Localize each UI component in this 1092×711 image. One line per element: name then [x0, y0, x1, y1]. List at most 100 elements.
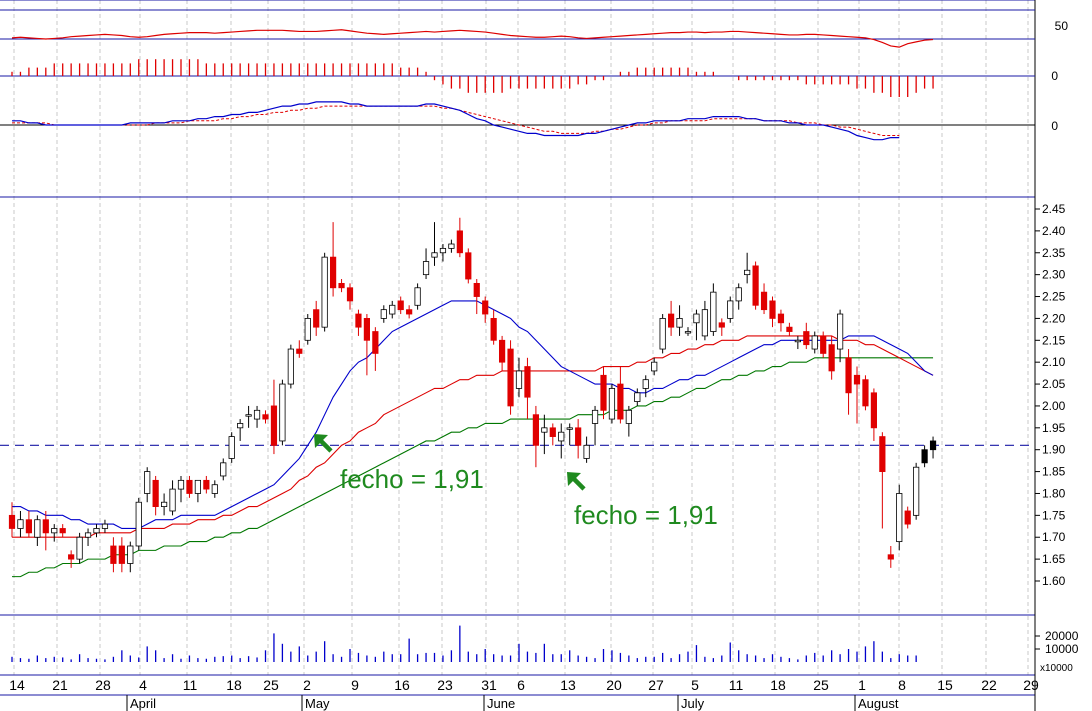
price-tick-label: 1.75: [1042, 508, 1066, 522]
x-day-tick-label: 8: [898, 677, 906, 693]
candle-up: [735, 287, 742, 302]
candle-down: [59, 528, 66, 534]
candle-down: [786, 326, 793, 332]
candle-up: [380, 309, 387, 319]
price-tick-label: 2.25: [1042, 290, 1066, 304]
x-day-tick-label: 2: [303, 677, 311, 693]
x-day-tick-label: 1: [858, 677, 866, 693]
candle-up: [389, 304, 396, 315]
candle-up: [642, 379, 649, 389]
candle-down: [456, 230, 463, 254]
candle-up: [896, 493, 903, 543]
x-day-tick-label: 29: [1023, 677, 1039, 693]
candle-up: [414, 287, 421, 306]
macd-line: [12, 101, 900, 141]
candle-down: [406, 309, 413, 315]
candle-down: [152, 479, 159, 508]
candle-up: [422, 261, 430, 276]
x-day-tick-label: 18: [226, 677, 242, 693]
candle-up: [710, 291, 717, 332]
candle-down: [313, 309, 320, 328]
candle-down: [617, 383, 624, 420]
x-month-label: April: [130, 696, 156, 711]
candle-up: [321, 256, 328, 328]
candle-up: [929, 440, 937, 451]
price-tick-label: 2.20: [1042, 311, 1066, 325]
candle-up: [921, 449, 928, 464]
macd-axis-label: 0: [1051, 119, 1058, 133]
x-day-tick-label: 25: [813, 677, 829, 693]
candle-up: [811, 335, 818, 350]
candle-down: [532, 414, 540, 446]
candle-up: [583, 444, 590, 459]
price-tick-label: 2.40: [1042, 224, 1066, 238]
candle-up: [194, 479, 201, 494]
candle-down: [524, 366, 531, 398]
candle-up: [558, 431, 565, 442]
x-day-tick-label: 20: [606, 677, 622, 693]
candle-up: [913, 466, 920, 516]
candle-down: [346, 287, 354, 302]
x-month-label: May: [305, 696, 330, 711]
candle-down: [870, 392, 878, 429]
candle-up: [220, 462, 227, 477]
volume-unit-label: x10000: [1040, 663, 1073, 674]
x-day-tick-label: 31: [481, 677, 497, 693]
candle-down: [718, 322, 725, 328]
candle-down: [575, 427, 582, 446]
candle-up: [439, 247, 447, 254]
candle-up: [160, 501, 168, 508]
price-tick-label: 2.10: [1042, 355, 1066, 369]
candle-down: [355, 313, 362, 328]
candle-down: [296, 348, 303, 354]
moving-average-short: [12, 300, 934, 530]
candle-up: [794, 339, 801, 343]
x-day-tick-label: 23: [437, 677, 453, 693]
x-day-tick-label: 13: [560, 677, 576, 693]
candle-down: [803, 331, 810, 346]
candle-up: [676, 318, 683, 328]
annotation-arrow-1-head: [314, 434, 328, 448]
x-day-tick-label: 16: [394, 677, 410, 693]
candle-up: [684, 331, 692, 334]
candle-down: [760, 291, 768, 311]
candle-up: [591, 409, 599, 424]
candle-up: [744, 269, 751, 276]
candle-down: [8, 514, 16, 529]
candle-down: [507, 348, 514, 407]
candle-up: [169, 488, 176, 512]
moving-average-long: [12, 357, 934, 578]
x-day-tick-label: 22: [981, 677, 997, 693]
x-month-label: June: [487, 696, 515, 711]
price-tick-label: 1.65: [1042, 552, 1066, 566]
candle-up: [253, 409, 261, 420]
price-tick-label: 1.80: [1042, 486, 1066, 500]
x-day-tick-label: 21: [52, 677, 68, 693]
candle-down: [498, 339, 506, 363]
x-day-tick-label: 14: [9, 677, 25, 693]
candle-down: [549, 427, 556, 437]
candle-down: [845, 357, 852, 394]
candle-down: [25, 519, 33, 534]
oscillator-axis-label: 50: [1055, 19, 1069, 33]
price-tick-label: 2.45: [1042, 202, 1066, 216]
x-day-tick-label: 6: [517, 677, 525, 693]
candle-up: [51, 528, 58, 534]
candle-up: [651, 361, 658, 372]
candle-down: [769, 300, 776, 319]
candle-down: [828, 344, 835, 372]
candle-down: [668, 313, 675, 328]
candle-down: [110, 545, 117, 564]
candle-up: [228, 436, 235, 459]
candle-up: [245, 414, 252, 417]
candle-down: [397, 300, 404, 311]
x-month-label: July: [681, 696, 705, 711]
moving-average-mid: [12, 335, 934, 538]
x-month-label: August: [858, 696, 899, 711]
candle-down: [490, 318, 497, 341]
x-day-tick-label: 5: [691, 677, 699, 693]
candle-down: [262, 414, 269, 420]
x-day-tick-label: 11: [729, 677, 744, 693]
candle-up: [93, 528, 100, 534]
